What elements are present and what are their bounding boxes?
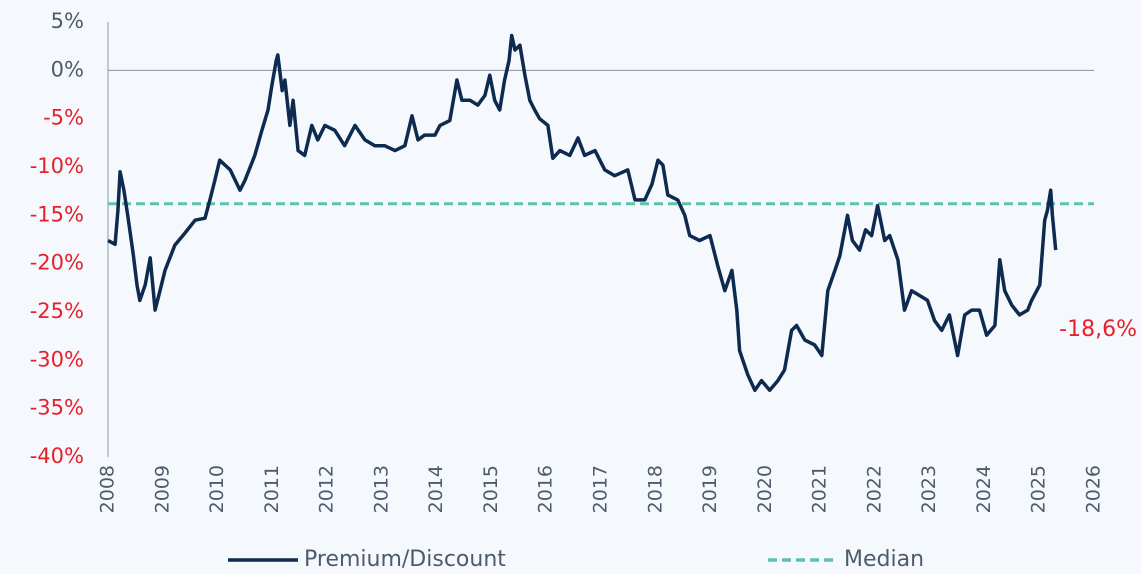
x-tick-label: 2014: [425, 465, 447, 513]
x-tick-label: 2013: [370, 465, 392, 513]
x-tick-label: 2011: [261, 465, 283, 513]
x-tick-label: 2017: [590, 465, 612, 513]
x-tick-label: 2024: [973, 465, 995, 513]
legend-label: Premium/Discount: [304, 547, 506, 572]
y-tick-label: -5%: [43, 106, 84, 130]
y-tick-label: -20%: [30, 251, 84, 275]
y-tick-label: -10%: [30, 154, 84, 178]
x-tick-label: 2008: [97, 465, 119, 513]
y-tick-label: 0%: [51, 57, 84, 81]
annotation: -18,6%: [1059, 317, 1137, 342]
y-tick-label: -15%: [30, 202, 84, 226]
x-tick-label: 2018: [644, 465, 666, 513]
legend-label: Median: [844, 547, 924, 572]
x-tick-label: 2009: [151, 465, 173, 513]
y-tick-label: -30%: [30, 347, 84, 371]
x-tick-label: 2023: [918, 465, 940, 513]
x-tick-label: 2021: [809, 465, 831, 513]
y-tick-label: -35%: [30, 396, 84, 420]
x-tick-label: 2025: [1028, 465, 1050, 513]
x-tick-label: 2012: [316, 465, 338, 513]
y-tick-label: -40%: [30, 444, 84, 468]
y-tick-label: 5%: [51, 9, 84, 33]
x-tick-label: 2010: [206, 465, 228, 513]
x-tick-label: 2019: [699, 465, 721, 513]
x-tick-label: 2020: [754, 465, 776, 513]
x-tick-label: 2016: [535, 465, 557, 513]
x-tick-label: 2022: [863, 465, 885, 513]
x-tick-label: 2015: [480, 465, 502, 513]
x-tick-label: 2026: [1083, 465, 1105, 513]
data-line: [107, 33, 1058, 393]
y-tick-label: -25%: [30, 299, 84, 323]
